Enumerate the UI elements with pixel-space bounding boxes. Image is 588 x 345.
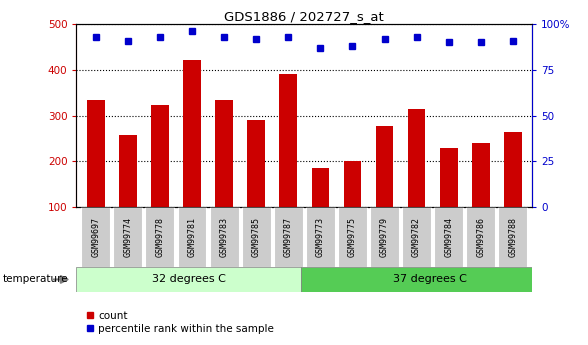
Text: temperature: temperature (3, 275, 69, 284)
Text: 32 degrees C: 32 degrees C (152, 275, 226, 284)
Bar (113, 207, 142, 267)
Bar (402, 207, 431, 267)
Bar (440, 148, 457, 253)
Text: 37 degrees C: 37 degrees C (393, 275, 466, 284)
Bar (301, 267, 545, 292)
Bar (215, 100, 233, 253)
Text: GSM99774: GSM99774 (123, 217, 132, 257)
Text: GSM99785: GSM99785 (252, 217, 260, 257)
Bar (76, 267, 301, 292)
Bar (376, 126, 393, 253)
Bar (312, 168, 329, 253)
Bar (242, 207, 270, 267)
Bar (119, 135, 136, 253)
Bar (499, 207, 527, 267)
Text: GSM99786: GSM99786 (476, 217, 485, 257)
Bar (370, 207, 399, 267)
Bar (408, 109, 426, 253)
Text: GSM99788: GSM99788 (509, 217, 517, 257)
Bar (504, 131, 522, 253)
Text: GSM99697: GSM99697 (91, 217, 100, 257)
Legend: count, percentile rank within the sample: count, percentile rank within the sample (82, 307, 278, 338)
Bar (81, 207, 110, 267)
Bar (178, 207, 206, 267)
Bar (343, 161, 361, 253)
Text: GSM99783: GSM99783 (219, 217, 229, 257)
Text: GSM99784: GSM99784 (444, 217, 453, 257)
Text: GSM99781: GSM99781 (188, 217, 196, 257)
Bar (87, 100, 105, 253)
Text: GSM99778: GSM99778 (155, 217, 165, 257)
Bar (183, 60, 201, 253)
Text: GSM99773: GSM99773 (316, 217, 325, 257)
Bar (279, 75, 297, 253)
Bar (274, 207, 303, 267)
Bar (248, 120, 265, 253)
Bar (151, 105, 169, 253)
Bar (209, 207, 239, 267)
Bar (466, 207, 495, 267)
Text: GSM99775: GSM99775 (348, 217, 357, 257)
Bar (145, 207, 174, 267)
Title: GDS1886 / 202727_s_at: GDS1886 / 202727_s_at (225, 10, 384, 23)
Text: GSM99779: GSM99779 (380, 217, 389, 257)
Bar (306, 207, 335, 267)
Bar (472, 143, 490, 253)
Bar (435, 207, 463, 267)
Text: GSM99782: GSM99782 (412, 217, 421, 257)
Bar (338, 207, 367, 267)
Text: GSM99787: GSM99787 (284, 217, 293, 257)
